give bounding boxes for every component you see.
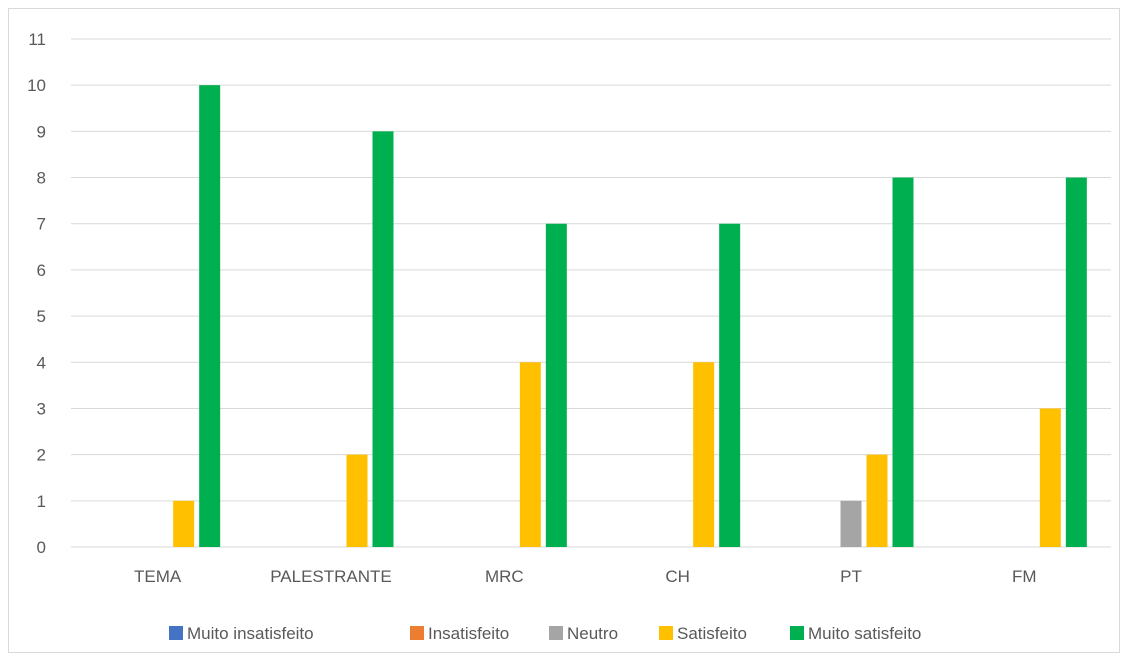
y-tick-label: 8 bbox=[37, 169, 46, 188]
legend-label: Insatisfeito bbox=[428, 624, 509, 643]
legend-label: Neutro bbox=[567, 624, 618, 643]
legend-item: Neutro bbox=[549, 624, 618, 643]
bar bbox=[693, 362, 715, 547]
legend-swatch bbox=[790, 626, 804, 640]
y-tick-label: 1 bbox=[37, 492, 46, 511]
y-tick-label: 7 bbox=[37, 215, 46, 234]
x-axis-labels: TEMA PALESTRANTE MRC CH PT FM bbox=[134, 567, 1037, 586]
bars bbox=[173, 85, 1087, 547]
legend-item: Muito insatisfeito bbox=[169, 624, 314, 643]
y-tick-label: 9 bbox=[37, 122, 46, 141]
bar bbox=[719, 223, 741, 547]
x-tick-label: MRC bbox=[485, 567, 524, 586]
bar bbox=[840, 500, 862, 547]
y-tick-label: 3 bbox=[37, 399, 46, 418]
bar bbox=[866, 454, 888, 547]
x-tick-label: CH bbox=[665, 567, 690, 586]
y-tick-label: 6 bbox=[37, 261, 46, 280]
legend-swatch bbox=[169, 626, 183, 640]
legend-item: Insatisfeito bbox=[410, 624, 509, 643]
bar bbox=[199, 85, 221, 547]
bar bbox=[173, 500, 195, 547]
legend-label: Satisfeito bbox=[677, 624, 747, 643]
bar bbox=[372, 131, 394, 547]
y-tick-label: 4 bbox=[37, 353, 46, 372]
y-tick-label: 11 bbox=[28, 30, 46, 49]
bar bbox=[1065, 177, 1087, 547]
x-tick-label: FM bbox=[1012, 567, 1037, 586]
bar bbox=[519, 362, 541, 547]
x-tick-label: TEMA bbox=[134, 567, 182, 586]
legend-label: Muito insatisfeito bbox=[187, 624, 314, 643]
bar bbox=[545, 223, 567, 547]
bar bbox=[346, 454, 368, 547]
legend-item: Satisfeito bbox=[659, 624, 747, 643]
legend-swatch bbox=[410, 626, 424, 640]
x-tick-label: PALESTRANTE bbox=[270, 567, 392, 586]
y-tick-label: 0 bbox=[37, 538, 46, 557]
legend-label: Muito satisfeito bbox=[808, 624, 921, 643]
y-axis-ticks: 0 1 2 3 4 5 6 7 8 9 10 11 bbox=[27, 30, 46, 557]
chart-frame: 0 1 2 3 4 5 6 7 8 9 10 11 TEMA PALESTRANTE MRC CH PT FM … bbox=[8, 8, 1120, 653]
bar bbox=[892, 177, 914, 547]
legend-item: Muito satisfeito bbox=[790, 624, 921, 643]
legend-swatch bbox=[659, 626, 673, 640]
gridlines bbox=[71, 38, 1111, 548]
y-tick-label: 10 bbox=[27, 76, 46, 95]
y-tick-label: 2 bbox=[37, 446, 46, 465]
x-tick-label: PT bbox=[840, 567, 862, 586]
y-tick-label: 5 bbox=[37, 307, 46, 326]
legend-swatch bbox=[549, 626, 563, 640]
legend: Muito insatisfeito Insatisfeito Neutro Sati… bbox=[169, 624, 921, 643]
bar bbox=[1039, 408, 1061, 547]
